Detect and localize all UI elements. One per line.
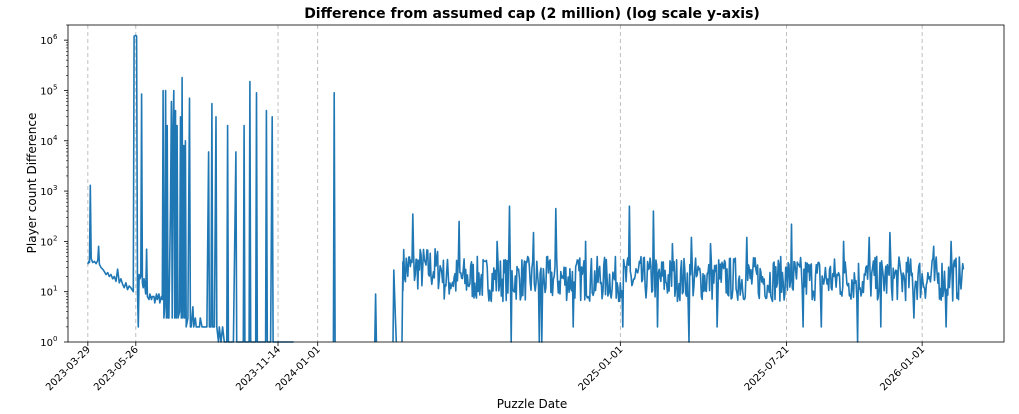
- y-tick-exponent: 2: [53, 234, 57, 242]
- y-tick-exponent: 1: [53, 285, 57, 293]
- y-tick-label: 10: [40, 288, 53, 299]
- y-tick-base: 10: [40, 237, 53, 248]
- x-axis: 2023-03-29 2023-05-26 2023-11-142024-01-01…: [44, 342, 927, 393]
- y-tick-exponent: 6: [53, 33, 58, 41]
- x-tick-label: 2023-05-26: [92, 344, 141, 393]
- plot-frame: [67, 24, 1005, 343]
- y-tick-label: 10: [40, 36, 53, 47]
- y-tick-base: 10: [40, 288, 53, 299]
- y-tick-label: 10: [40, 137, 53, 148]
- y-tick-base: 10: [40, 187, 53, 198]
- x-axis-label: Puzzle Date: [497, 397, 567, 411]
- y-tick-label: 10: [40, 187, 53, 198]
- y-tick-label: 10: [40, 237, 53, 248]
- y-tick-base: 10: [40, 36, 53, 47]
- y-tick-exponent: 0: [53, 335, 57, 343]
- y-tick-label: 10: [40, 338, 53, 349]
- chart-title: Difference from assumed cap (2 million) …: [304, 6, 760, 22]
- gridlines: [87, 25, 923, 342]
- data-series-line: [87, 34, 965, 343]
- y-tick-base: 10: [40, 86, 53, 97]
- y-tick-base: 10: [40, 338, 53, 349]
- y-tick-exponent: 4: [53, 134, 58, 142]
- x-tick-label: 2023-03-29: [44, 344, 93, 393]
- x-tick-label: 2025-01-01: [577, 344, 626, 393]
- x-tick-label: 2026-01-01: [878, 344, 927, 393]
- y-axis-label: Player count Difference: [25, 113, 39, 254]
- y-tick-label: 10: [40, 86, 53, 97]
- x-tick-label: 2025-07-21: [743, 344, 792, 393]
- y-tick-exponent: 5: [53, 83, 57, 91]
- y-tick-base: 10: [40, 137, 53, 148]
- y-tick-exponent: 3: [53, 184, 57, 192]
- plot-area: [87, 34, 965, 343]
